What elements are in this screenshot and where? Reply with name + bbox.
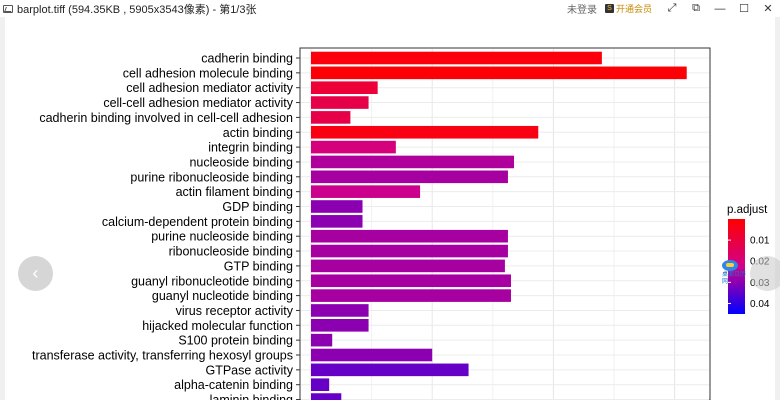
bar <box>311 155 515 169</box>
category-label: hijacked molecular function <box>142 319 293 333</box>
image-viewer-app-icon <box>2 3 14 15</box>
category-label: GTPase activity <box>205 363 293 377</box>
legend-tick-label: 0.04 <box>750 299 770 310</box>
category-label: cadherin binding <box>201 52 293 66</box>
bar-series <box>311 51 687 400</box>
category-label: cell adhesion molecule binding <box>123 66 293 80</box>
bar <box>311 378 330 391</box>
vip-button[interactable]: S 开通会员 <box>604 2 652 15</box>
bar <box>311 319 369 332</box>
category-label: transferase activity, transferring hexos… <box>32 349 293 363</box>
category-label: nucleoside binding <box>189 155 293 169</box>
chevron-left-icon: ‹ <box>32 263 39 283</box>
category-label: virus receptor activity <box>176 304 294 318</box>
bar <box>311 111 351 124</box>
bar <box>311 140 396 154</box>
category-label: GTP binding <box>224 259 293 273</box>
bar <box>311 96 369 109</box>
bar <box>311 393 342 400</box>
bar <box>311 259 505 273</box>
bar <box>311 81 378 94</box>
category-label: guanyl ribonucleotide binding <box>131 274 293 288</box>
bar <box>311 215 363 228</box>
category-label: laminin binding <box>210 393 293 400</box>
image-canvas: cadherin binding cell adhesion molecule b… <box>5 17 780 400</box>
bar <box>311 348 433 362</box>
legend-tick-label: 0.01 <box>750 236 770 247</box>
category-label: purine nucleoside binding <box>151 230 293 244</box>
watermark-logo: 桌面日历网 <box>722 260 746 285</box>
bar <box>311 363 469 377</box>
vip-label: 开通会员 <box>615 4 652 14</box>
next-image-button[interactable] <box>750 256 780 291</box>
bar <box>311 304 369 317</box>
category-label: actin binding <box>223 126 293 140</box>
bar <box>311 274 511 288</box>
bar <box>311 200 363 213</box>
category-label: guanyl nucleotide binding <box>152 289 293 303</box>
fullscreen-icon[interactable]: ⤢ <box>667 2 677 14</box>
category-label: alpha-catenin binding <box>174 378 293 392</box>
legend-title: p.adjust <box>727 204 768 216</box>
bar <box>311 289 511 302</box>
bar <box>311 66 687 80</box>
category-label: cell-cell adhesion mediator activity <box>103 96 293 110</box>
category-label: integrin binding <box>208 141 293 155</box>
login-link[interactable]: 未登录 <box>566 5 597 16</box>
share-icon[interactable]: ⧉ <box>692 2 700 14</box>
category-label: ribonucleoside binding <box>169 245 293 259</box>
bar <box>311 333 333 347</box>
category-label: purine ribonucleoside binding <box>130 170 293 184</box>
bar <box>311 229 508 243</box>
minimize-icon[interactable]: — <box>714 2 726 15</box>
category-label: S100 protein binding <box>178 334 293 348</box>
titlebar-controls: 未登录 S 开通会员 ⤢ ⧉ — ☐ ✕ <box>567 0 780 17</box>
bar <box>311 125 539 139</box>
watermark-icon <box>722 260 738 271</box>
category-label: cell adhesion mediator activity <box>126 81 293 95</box>
vip-badge-icon: S <box>604 4 614 13</box>
close-icon[interactable]: ✕ <box>763 3 773 15</box>
previous-image-button[interactable]: ‹ <box>18 256 53 291</box>
window-titlebar: barplot.tiff (594.35KB , 5905x3543像素) - … <box>0 0 780 17</box>
maximize-icon[interactable]: ☐ <box>739 3 749 15</box>
bar <box>311 244 508 258</box>
bar <box>311 170 508 184</box>
window-title: barplot.tiff (594.35KB , 5905x3543像素) - … <box>17 3 257 16</box>
category-label: GDP binding <box>222 200 293 214</box>
bar <box>311 51 602 65</box>
bar <box>311 185 421 198</box>
category-label: cadherin binding involved in cell-cell a… <box>39 111 293 125</box>
category-label: actin filament binding <box>176 185 293 199</box>
category-label: calcium-dependent protein binding <box>102 215 293 229</box>
watermark-text: 桌面日历网 <box>722 272 747 285</box>
